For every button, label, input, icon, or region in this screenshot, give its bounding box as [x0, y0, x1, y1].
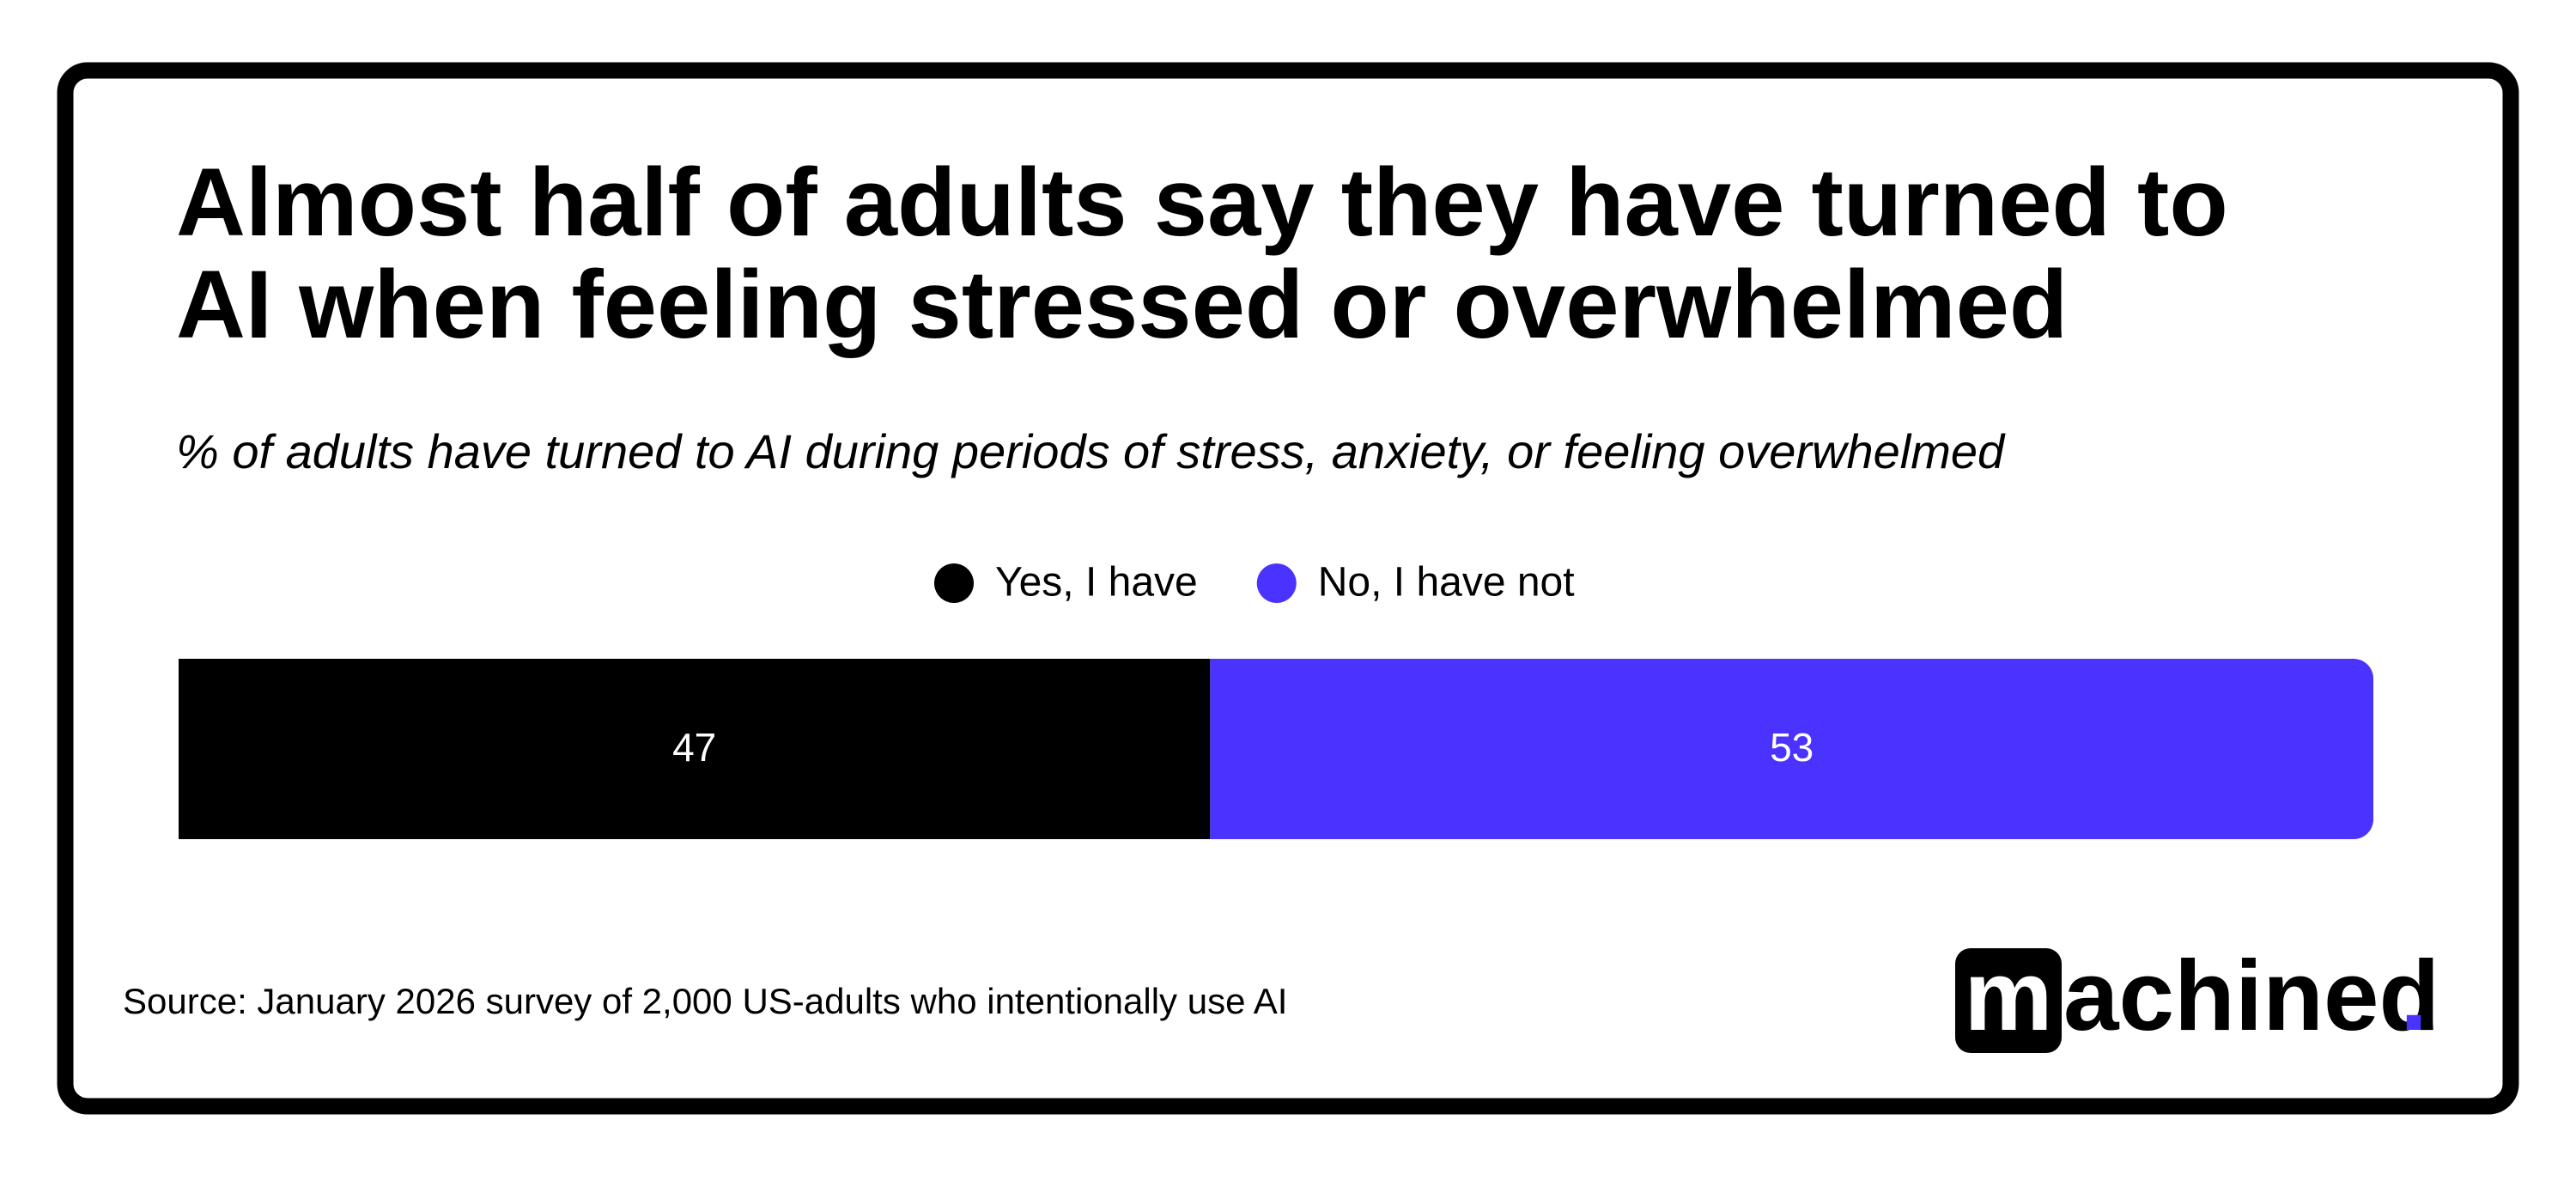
bar-group: [179, 659, 2373, 839]
logo-text: achined: [2063, 940, 2439, 1051]
logo-letter: m: [1964, 940, 2052, 1051]
value-label: 47: [672, 725, 716, 770]
source: Source: January 2026 survey of 2,000 US-…: [123, 981, 1287, 1021]
bar-segment: [179, 659, 1211, 839]
legend-swatch: [934, 563, 974, 603]
legend-label: Yes, I have: [995, 560, 1198, 606]
bar-segment: [1210, 659, 2373, 839]
chart-subtitle: % of adults have turned to AI during per…: [176, 424, 2006, 478]
logo-dot: .: [2400, 940, 2427, 1051]
logo-box: [1955, 948, 2062, 1053]
chart-title: Almost half of adults say they have turn…: [176, 149, 2228, 256]
legend-swatch: [1256, 563, 1297, 603]
logo: m achined .: [1955, 940, 2439, 1053]
legend-label: No, I have not: [1318, 560, 1575, 606]
chart-title: AI when feeling stressed or overwhelmed: [176, 251, 2068, 358]
legend: Yes, I have No, I have not: [934, 560, 1575, 606]
value-label: 53: [1770, 725, 1814, 770]
